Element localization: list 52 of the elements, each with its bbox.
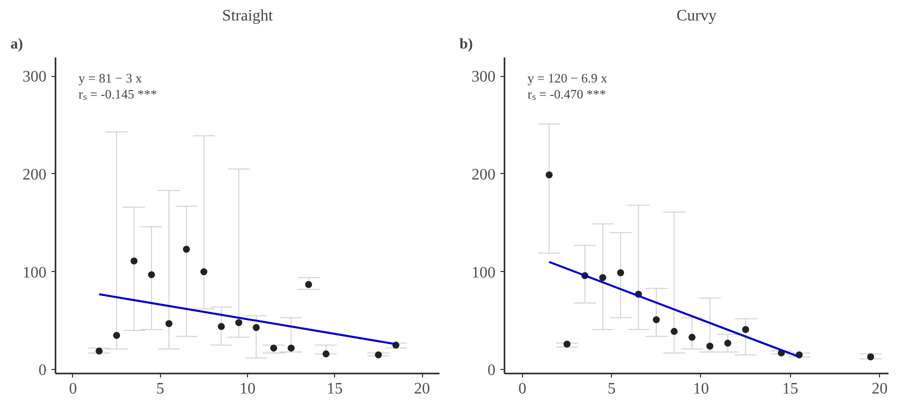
x-tick-label: 0	[518, 380, 526, 398]
y-tick-label: 300	[22, 68, 46, 86]
point	[706, 342, 714, 350]
y-tick-label: 300	[472, 68, 496, 86]
point	[546, 171, 553, 178]
point	[688, 334, 696, 341]
point	[742, 326, 750, 333]
point	[113, 332, 120, 339]
annotation: rₛ = -0.470 ***	[528, 86, 606, 102]
point	[252, 324, 260, 332]
x-tick-label: 10	[240, 380, 256, 398]
x-tick-label: 15	[326, 380, 343, 398]
point	[235, 319, 242, 326]
y-tick-label: 0	[38, 362, 46, 380]
x-tick-label: 5	[156, 380, 164, 398]
x-tick-label: 0	[68, 380, 77, 398]
y-tick-label: 100	[22, 264, 46, 282]
point	[322, 350, 330, 358]
point	[867, 353, 874, 360]
point	[305, 280, 312, 288]
y-tick-label: 200	[22, 166, 46, 184]
point	[599, 274, 606, 282]
point	[374, 351, 382, 358]
x-tick-label: 15	[782, 380, 798, 398]
annotation: y = 120 − 6.9 x	[528, 70, 608, 86]
text: a)	[10, 36, 23, 52]
point	[96, 348, 103, 354]
text: b)	[460, 36, 473, 52]
x-tick-label: 20	[872, 380, 888, 398]
y-tick-label: 200	[472, 166, 496, 184]
x-tick-label: 10	[692, 380, 709, 398]
point	[617, 269, 624, 276]
point	[724, 340, 732, 347]
chart-title: Curvy	[676, 8, 716, 24]
y-tick-label: 100	[472, 264, 496, 282]
x-tick-label: 5	[608, 380, 616, 398]
point	[670, 328, 678, 335]
y-tick-label: 0	[488, 362, 496, 380]
point	[148, 271, 155, 278]
point	[218, 323, 225, 330]
x-tick-label: 20	[414, 380, 430, 398]
annotation: y = 81 − 3 x	[78, 70, 142, 86]
point	[182, 246, 190, 253]
point	[130, 258, 138, 264]
chart-title: Straight	[222, 8, 274, 24]
point	[200, 268, 208, 276]
point	[165, 320, 172, 328]
point	[564, 340, 571, 348]
point	[270, 344, 278, 352]
point	[652, 316, 660, 324]
annotation: rₛ = -0.145 ***	[78, 86, 158, 102]
point	[288, 344, 295, 352]
